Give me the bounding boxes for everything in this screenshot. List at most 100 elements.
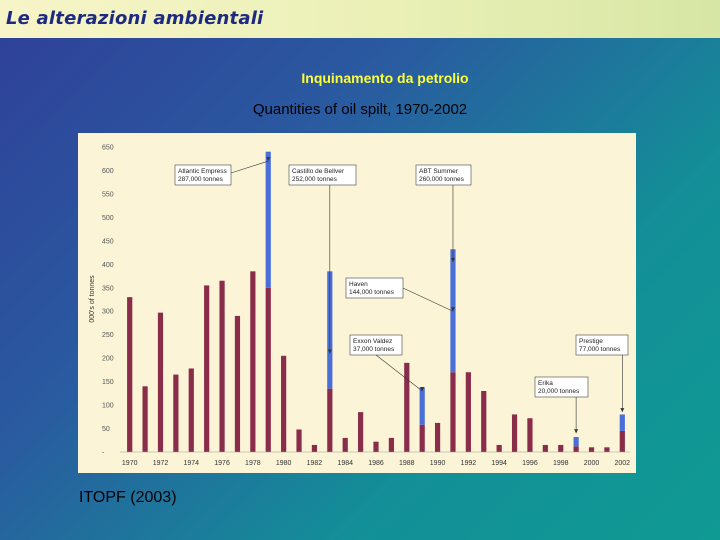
x-tick-label: 1996 xyxy=(522,460,538,467)
bar-base-1981 xyxy=(296,429,302,452)
bar-base-1998 xyxy=(558,444,564,452)
x-tick-label: 1992 xyxy=(461,460,477,467)
bar-major-1999 xyxy=(573,436,579,447)
annotation-arrowhead xyxy=(266,157,271,162)
slide-title: Le alterazioni ambientali xyxy=(6,8,264,29)
annotation-text: 20,000 tonnes xyxy=(538,388,580,395)
x-tick-label: 1974 xyxy=(183,460,199,467)
y-tick-label: 600 xyxy=(102,168,114,175)
bar-base-1984 xyxy=(342,437,348,452)
y-tick-label: 450 xyxy=(102,238,114,245)
annotation-text: Castillo de Bellver xyxy=(292,168,345,175)
annotation-text: Prestige xyxy=(579,338,603,345)
annotation-text: 37,000 tonnes xyxy=(353,346,395,353)
y-tick-label: 650 xyxy=(102,145,114,152)
bar-base-1991 xyxy=(450,372,456,452)
annotation-text: 287,000 tonnes xyxy=(178,176,224,183)
y-tick-label: 300 xyxy=(102,309,114,316)
bar-base-1993 xyxy=(481,391,487,452)
bar-base-1990 xyxy=(434,422,441,452)
annotation-arrowhead xyxy=(327,349,332,354)
oil-spill-bar-chart: - 50 100 150 200 250 300 350 400 450 500 550 600 650 0… xyxy=(89,145,631,468)
annotation-arrowhead xyxy=(450,307,455,312)
annotation-arrow xyxy=(375,354,423,392)
annotation-text: ABT Summer xyxy=(419,168,459,175)
bar-base-2000 xyxy=(588,447,595,452)
bar-major-1979 xyxy=(265,151,271,288)
x-tick-label: 1998 xyxy=(553,460,569,467)
annotation-arrowhead xyxy=(420,387,425,391)
y-axis-label: 000's of tonnes xyxy=(89,275,96,323)
x-tick-label: 1970 xyxy=(122,460,138,467)
source-citation: ITOPF (2003) xyxy=(79,489,177,506)
x-tick-label: 1986 xyxy=(368,460,384,467)
bar-base-1992 xyxy=(465,372,471,452)
bar-base-1975 xyxy=(204,285,210,452)
bar-base-1988 xyxy=(404,362,410,452)
annotation-text: Haven xyxy=(349,281,368,288)
bar-base-1978 xyxy=(250,271,256,452)
annotation-text: 260,000 tonnes xyxy=(419,176,465,183)
bar-base-2002 xyxy=(619,430,625,452)
annotation-text: Exxon Valdez xyxy=(353,338,392,345)
y-tick-label: 350 xyxy=(102,285,114,292)
annotation-box xyxy=(174,164,232,186)
bar-base-1971 xyxy=(142,386,148,452)
annotation-arrow xyxy=(402,287,454,312)
y-tick-label: 150 xyxy=(102,379,114,386)
bar-base-1974 xyxy=(188,368,194,452)
bar-base-1976 xyxy=(219,280,225,452)
title-bar: Le alterazioni ambientali xyxy=(0,0,720,38)
bar-base-1994 xyxy=(496,444,502,452)
annotation-text: 77,000 tonnes xyxy=(579,346,621,353)
annotation-box xyxy=(575,334,629,356)
bar-base-1977 xyxy=(234,315,241,452)
annotation-text: Atlantic Empress xyxy=(178,168,228,175)
bar-base-1996 xyxy=(527,418,533,452)
x-tick-label: 1990 xyxy=(430,460,446,467)
x-tick-label: 1984 xyxy=(337,460,353,467)
annotation-arrowhead xyxy=(450,257,455,262)
chart-heading: Quantities of oil spilt, 1970-2002 xyxy=(252,101,468,118)
annotation-box xyxy=(288,164,357,186)
annotation-box xyxy=(534,376,589,398)
annotation-box xyxy=(415,164,472,186)
x-tick-label: 2002 xyxy=(615,460,631,467)
annotation-text: 144,000 tonnes xyxy=(349,289,395,296)
x-tick-label: 1972 xyxy=(153,460,169,467)
bar-base-1980 xyxy=(281,355,287,452)
bar-base-1982 xyxy=(311,444,318,452)
bar-base-2001 xyxy=(604,447,610,452)
annotation-arrowhead xyxy=(574,429,579,434)
y-tick-label: 550 xyxy=(102,191,114,198)
x-tick-label: 2000 xyxy=(584,460,600,467)
y-tick-label: 200 xyxy=(102,356,114,363)
bar-major-2002 xyxy=(619,414,625,431)
bar-base-1972 xyxy=(157,312,164,452)
bar-base-1985 xyxy=(358,412,364,452)
x-tick-label: 1980 xyxy=(276,460,292,467)
y-tick-label: 50 xyxy=(102,426,110,433)
chart-panel: - 50 100 150 200 250 300 350 400 450 500 550 600 650 0… xyxy=(78,133,636,473)
bar-base-1973 xyxy=(173,374,179,452)
x-tick-label: 1982 xyxy=(307,460,323,467)
x-tick-label: 1976 xyxy=(214,460,230,467)
annotation-arrowhead xyxy=(620,408,625,413)
x-tick-label: 1988 xyxy=(399,460,415,467)
annotation-text: Erika xyxy=(538,380,553,387)
bar-base-1970 xyxy=(127,297,133,452)
x-tick-label: 1978 xyxy=(245,460,261,467)
annotation-text: 252,000 tonnes xyxy=(292,176,338,183)
bar-base-1989 xyxy=(419,424,425,452)
bar-base-1979 xyxy=(265,287,271,452)
slide-subtitle: Inquinamento da petrolio xyxy=(301,70,469,86)
bar-base-1999 xyxy=(573,446,579,452)
bar-base-1997 xyxy=(542,444,548,452)
y-tick-label: 500 xyxy=(102,215,114,222)
bar-major-1989 xyxy=(419,387,425,425)
annotation-arrow xyxy=(230,160,269,174)
y-tick-label: 250 xyxy=(102,332,114,339)
bar-base-1983 xyxy=(327,388,333,452)
y-tick-label: - xyxy=(102,450,105,457)
bar-base-1995 xyxy=(511,414,518,452)
